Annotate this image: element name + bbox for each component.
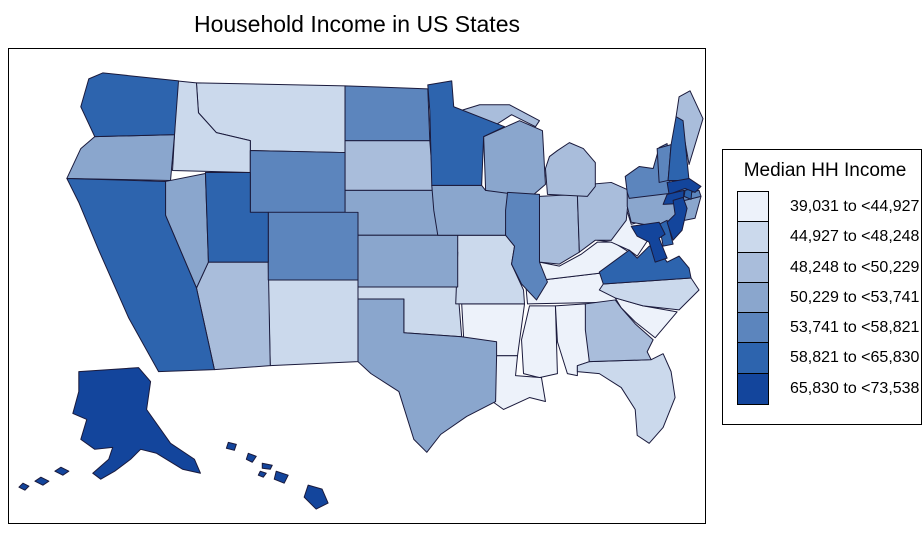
legend-row: 58,821 to <65,830 [737,342,921,375]
state-MD [630,221,668,263]
state-NJ [666,196,688,241]
legend-row: 48,248 to <50,229 [737,251,921,284]
legend-swatch [737,372,769,405]
page-title: Household Income in US States [193,11,520,37]
state-IA [431,184,509,236]
state-WI [483,120,546,197]
legend-label: 65,830 to <73,538 [790,379,920,397]
state-CA [66,177,215,373]
state-CO [267,211,359,281]
state-NM [267,279,359,367]
legend-rows: 39,031 to <44,927 44,927 to <48,248 48,248… [737,191,921,405]
state-GA [584,299,654,363]
legend-swatch [737,312,769,344]
legend-label: 48,248 to <50,229 [790,258,920,276]
state-NH [667,116,690,181]
state-NC [598,277,700,311]
state-ND [344,85,431,142]
state-WA [80,72,180,138]
legend-row: 53,741 to <58,821 [737,312,921,344]
legend: Median HH Income 39,031 to <44,927 44,927… [722,149,922,425]
state-VA [598,245,692,285]
legend-label: 58,821 to <65,830 [790,349,920,367]
legend-row: 50,229 to <53,741 [737,281,921,314]
legend-swatch [737,342,769,375]
state-UT [204,171,269,263]
legend-label: 53,741 to <58,821 [790,319,920,337]
legend-swatch [737,221,769,254]
state-FL [576,353,676,444]
state-TX [357,298,498,453]
legend-row: 44,927 to <48,248 [737,221,921,254]
state-OR [66,134,176,181]
legend-label: 44,927 to <48,248 [790,228,920,246]
state-AK [18,367,201,491]
legend-label: 39,031 to <44,927 [790,198,920,215]
legend-swatch [737,281,769,314]
legend-row: 65,830 to <73,538 [737,372,921,405]
state-IN [538,193,580,265]
legend-title: Median HH Income [743,160,907,181]
state-MN [427,80,506,186]
state-IL [505,191,548,301]
legend-swatch [737,251,769,284]
state-SD [344,140,435,191]
map-panel [8,48,706,524]
state-MS [521,305,558,379]
legend-swatch [737,191,769,223]
us-states-map [18,72,704,510]
state-OH [576,181,630,253]
state-HI [225,441,329,510]
legend-row: 39,031 to <44,927 [737,191,921,223]
state-DE [658,219,674,247]
state-WY [249,150,346,213]
state-KS [357,234,459,288]
legend-label: 50,229 to <53,741 [790,288,920,306]
